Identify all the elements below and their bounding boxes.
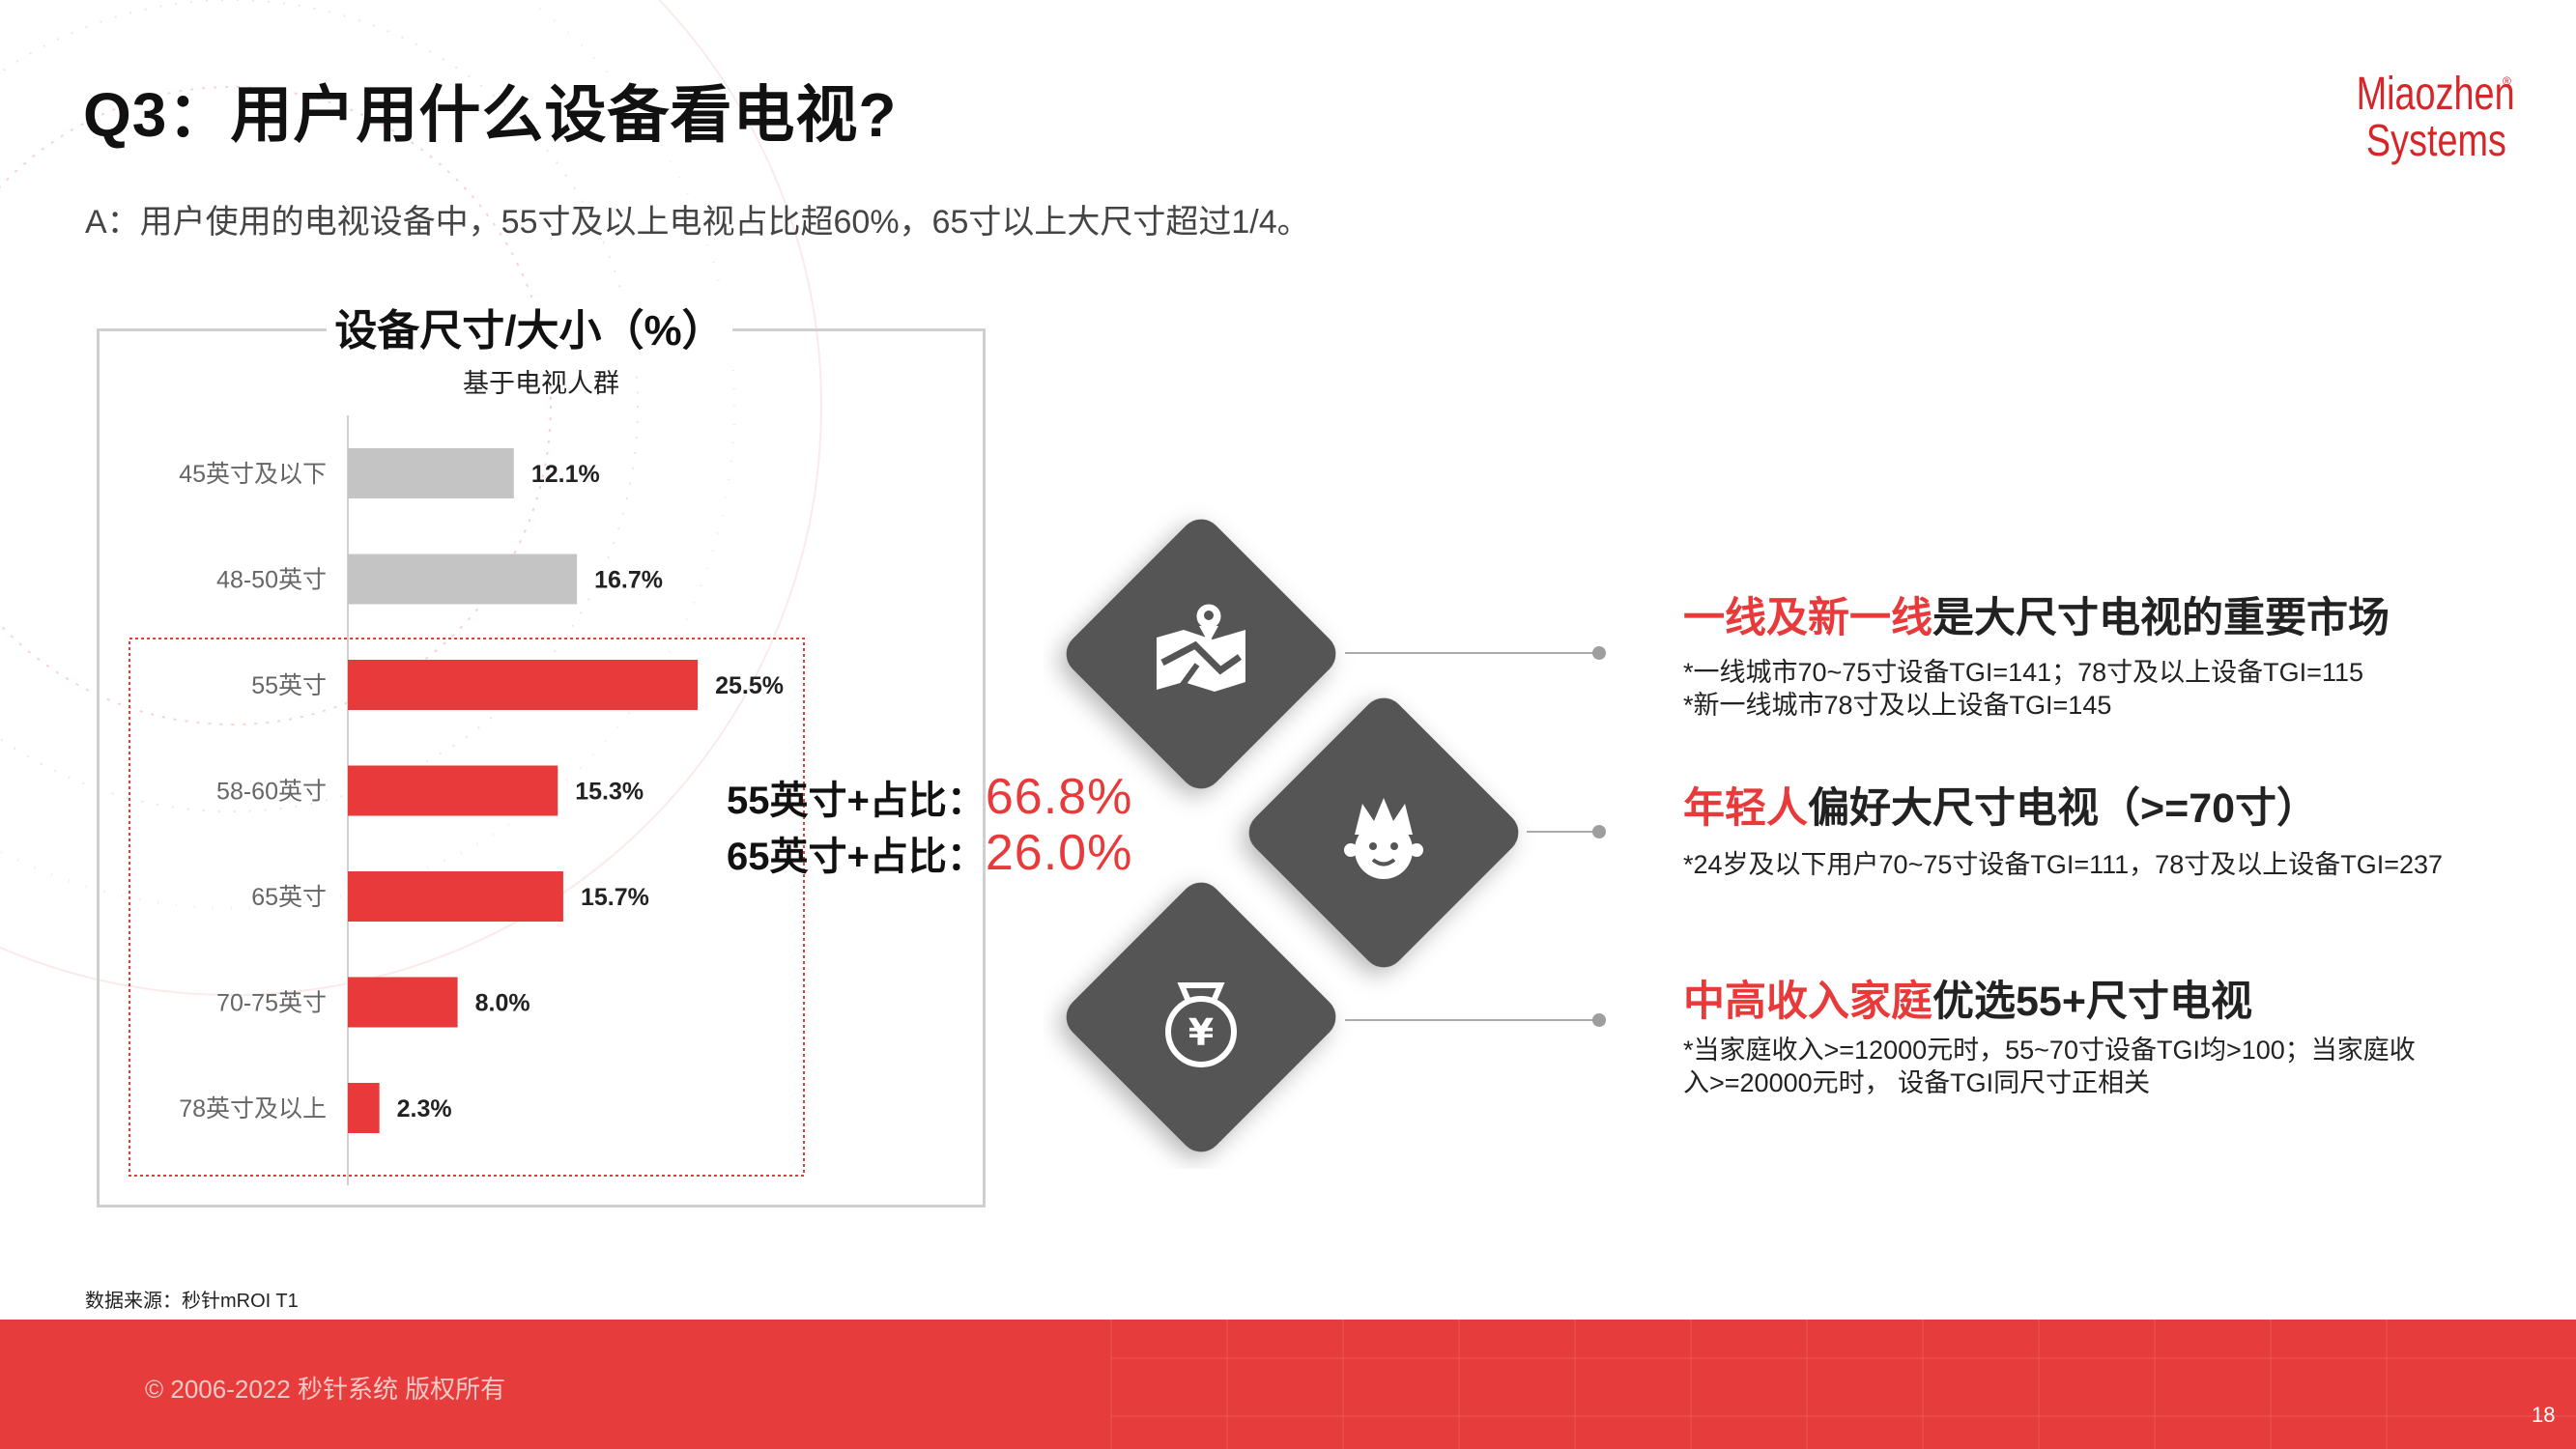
background-decoration — [0, 0, 822, 996]
money-bag-icon: ¥ — [1165, 982, 1237, 1067]
map-location-icon — [1157, 599, 1245, 692]
svg-text:Systems: Systems — [2366, 115, 2506, 164]
finding-highlight: 一线及新一线 — [1683, 595, 1932, 641]
chart-title-box: 设备尺寸/大小（%） — [327, 298, 732, 365]
bar — [348, 871, 563, 922]
finding-highlight: 中高收入家庭 — [1683, 979, 1932, 1025]
category-label: 58-60英寸 — [216, 779, 327, 806]
value-label: 15.3% — [575, 779, 644, 806]
bar — [348, 448, 514, 498]
page-title: Q3：用户用什么设备看电视? — [83, 80, 898, 150]
diamond-youth — [1248, 697, 1519, 968]
value-label: 2.3% — [397, 1095, 452, 1122]
category-label: 45英寸及以下 — [179, 461, 327, 488]
bar — [348, 977, 458, 1028]
category-label: 55英寸 — [251, 672, 327, 699]
bar — [348, 660, 699, 710]
bar — [348, 1083, 380, 1133]
highlight-box — [129, 638, 805, 1177]
value-label: 25.5% — [715, 672, 784, 699]
finding-2: 年轻人偏好大尺寸电视（>=70寸） *24岁及以下用户70~75寸设备TGI=1… — [1683, 775, 2553, 881]
finding-note: *当家庭收入>=12000元时，55~70寸设备TGI均>100；当家庭收入>=… — [1683, 1036, 2416, 1097]
page-subtitle: A：用户使用的电视设备中，55寸及以上电视占比超60%，65寸以上大尺寸超过1/… — [85, 204, 1310, 241]
connector-line — [1527, 831, 1596, 833]
value-label: 12.1% — [531, 461, 600, 488]
svg-text:®: ® — [2503, 74, 2511, 88]
diamond-income: ¥ — [1066, 882, 1336, 1152]
connector-line — [1345, 1019, 1596, 1021]
category-label: 70-75英寸 — [216, 990, 327, 1017]
footer-grid-pattern — [1110, 1320, 2576, 1449]
young-person-icon — [1344, 798, 1423, 879]
finding-heading: 中高收入家庭优选55+尺寸电视 — [1683, 968, 2437, 1028]
chart-title: 设备尺寸/大小（%） — [334, 307, 725, 355]
finding-note: *24岁及以下用户70~75寸设备TGI=111，78寸及以上设备TGI=237 — [1683, 850, 2444, 879]
summary-55plus: 55英寸+占比：66.8% — [727, 768, 1132, 826]
footer-bar — [0, 1320, 2576, 1449]
summary-65plus: 65英寸+占比：26.0% — [727, 824, 1132, 882]
bar-chart: 45英寸及以下 12.1% 48-50英寸 16.7% 55英寸 25.5% 58-60英寸… — [129, 415, 805, 1185]
summary-label: 55英寸+占比： — [727, 780, 986, 822]
data-source: 数据来源：秒针mROI T1 — [85, 1291, 299, 1312]
value-label: 15.7% — [581, 884, 649, 911]
svg-text:¥: ¥ — [1188, 1011, 1214, 1054]
value-label: 16.7% — [594, 567, 663, 594]
finding-heading: 年轻人偏好大尺寸电视（>=70寸） — [1683, 775, 2553, 835]
svg-text:Miaozhen: Miaozhen — [2357, 68, 2515, 119]
finding-3: 中高收入家庭优选55+尺寸电视 *当家庭收入>=12000元时，55~70寸设备… — [1683, 968, 2437, 1099]
finding-1: 一线及新一线是大尺寸电视的重要市场 *一线城市70~75寸设备TGI=141；7… — [1683, 584, 2553, 722]
bar — [348, 554, 578, 605]
finding-rest: 偏好大尺寸电视（>=70寸） — [1808, 785, 2319, 832]
connector-dot — [1592, 646, 1606, 660]
finding-heading: 一线及新一线是大尺寸电视的重要市场 — [1683, 584, 2553, 644]
summary-value: 26.0% — [985, 825, 1133, 881]
finding-highlight: 年轻人 — [1683, 785, 1808, 832]
diamond-icons: ¥ — [1066, 519, 1519, 1152]
finding-rest: 是大尺寸电视的重要市场 — [1932, 595, 2390, 641]
connector-line — [1345, 652, 1596, 654]
finding-note: *新一线城市78寸及以上设备TGI=145 — [1683, 691, 2112, 720]
chart-subtitle: 基于电视人群 — [463, 369, 619, 398]
bar — [348, 765, 558, 816]
diamond-map — [1066, 519, 1336, 789]
miaozhen-logo: Miaozhen ® Systems — [2357, 68, 2515, 164]
summary-label: 65英寸+占比： — [727, 836, 986, 878]
summary-value: 66.8% — [985, 769, 1133, 825]
connector-dot — [1592, 825, 1606, 838]
finding-rest: 优选55+尺寸电视 — [1932, 979, 2252, 1025]
page-number: 18 — [2532, 1403, 2556, 1427]
category-label: 48-50英寸 — [216, 567, 327, 594]
connector-dot — [1592, 1013, 1606, 1027]
finding-note: *一线城市70~75寸设备TGI=141；78寸及以上设备TGI=115 — [1683, 658, 2363, 687]
copyright: © 2006-2022 秒针系统 版权所有 — [145, 1375, 506, 1404]
value-label: 8.0% — [475, 990, 530, 1017]
category-label: 65英寸 — [251, 884, 327, 911]
category-label: 78英寸及以上 — [179, 1095, 327, 1122]
